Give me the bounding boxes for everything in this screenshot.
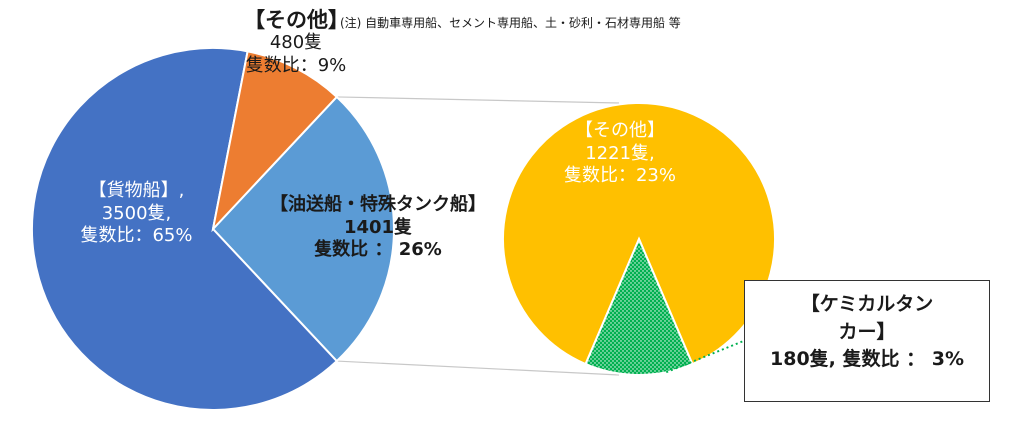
other-slice-label: 480隻 隻数比：9% [236, 32, 356, 77]
chem-name-line2: カー】 [838, 320, 896, 343]
other-ratio: 隻数比：9% [245, 54, 347, 76]
sub-other-name: 【その他】 [575, 120, 665, 141]
oil-ratio: 隻数比 ： 26% [314, 239, 442, 260]
other-slice [211, 50, 339, 233]
cargo-slice [31, 47, 339, 411]
connector-line-bottom [336, 360, 620, 376]
other-note-text: (注) 自動車専用船、セメント専用船、土・砂利・石材専用船 等 [340, 16, 681, 30]
connector-line-top [336, 96, 620, 104]
other-note-title: 【その他】 [244, 8, 349, 32]
chem-name-line1: 【ケミカルタン [800, 293, 934, 315]
oil-slice-label: 【油送船・特殊タンク船】 1401隻 隻数比 ： 26% [258, 194, 498, 262]
chemical-tanker-leader-line [665, 339, 747, 374]
chemical-tanker-callout: 【ケミカルタン カー】 180隻, 隻数比 ： 3% [744, 280, 990, 402]
oil-slice [211, 95, 395, 363]
cargo-ratio: 隻数比：65% [80, 225, 193, 246]
oil-count: 1401隻 [343, 216, 413, 238]
cargo-slice-label: 【貨物船】, 3500隻, 隻数比：65% [64, 180, 209, 248]
other-count: 480隻 [269, 32, 323, 53]
sub-other-slice-label: 【その他】 1221隻, 隻数比：23% [555, 120, 685, 188]
oil-name: 【油送船・特殊タンク船】 [270, 194, 486, 215]
sub-other-ratio: 隻数比：23% [563, 165, 676, 186]
sub-other-count: 1221隻, [585, 142, 655, 164]
cargo-count: 3500隻, [101, 202, 172, 224]
chemical-tanker-slice [584, 236, 694, 377]
cargo-name: 【貨物船】, [88, 180, 185, 201]
chem-count-ratio: 180隻, 隻数比 ： 3% [770, 348, 964, 371]
